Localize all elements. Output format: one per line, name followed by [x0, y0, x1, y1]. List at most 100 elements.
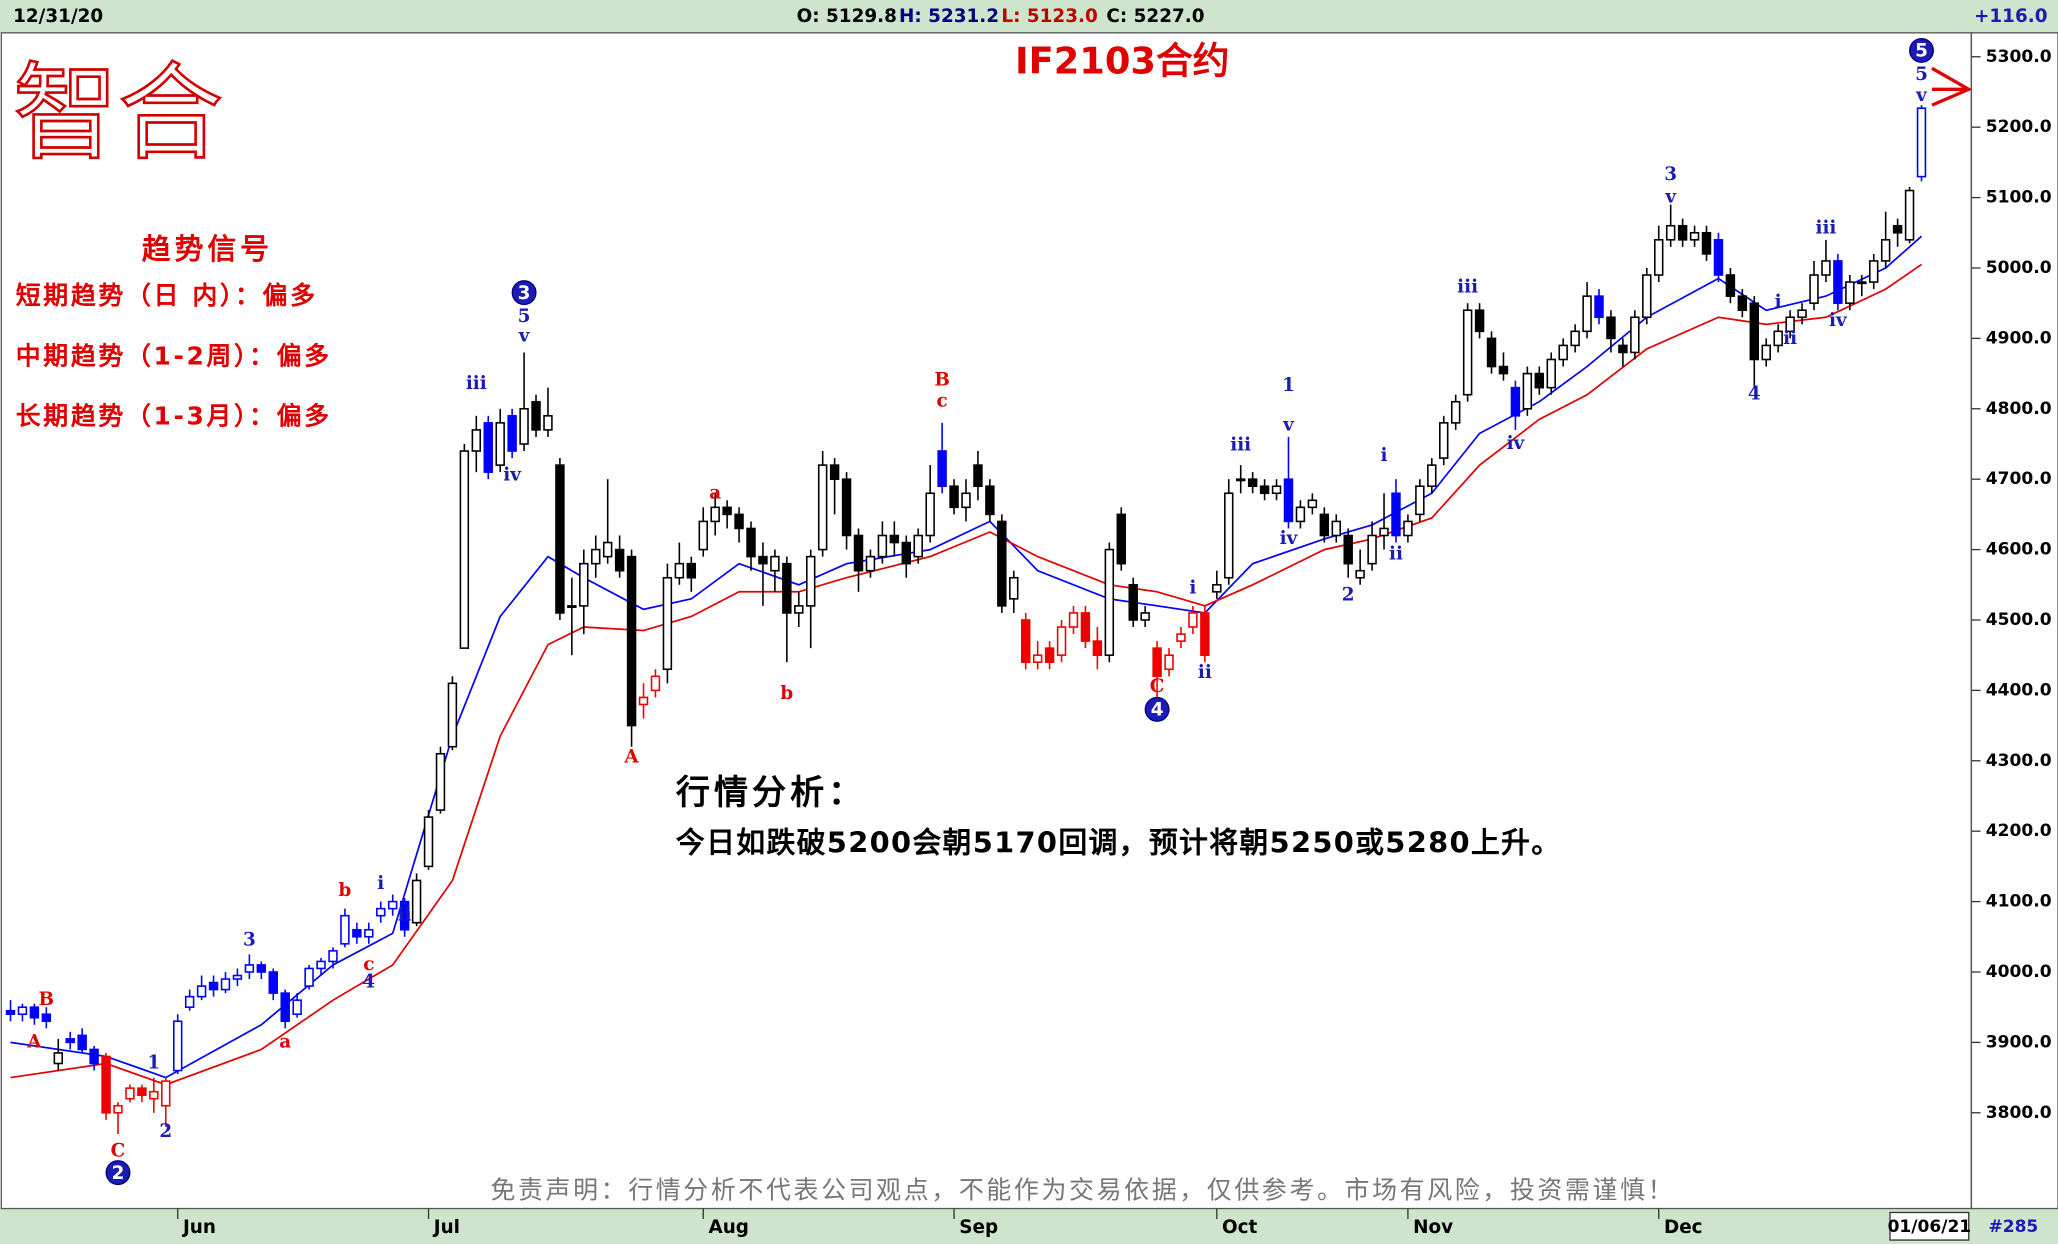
candle — [77, 1028, 87, 1053]
candle-body — [913, 534, 923, 558]
candle-body — [806, 555, 816, 607]
candle-body — [698, 520, 708, 551]
wave-label: 5 — [1915, 64, 1928, 85]
candle-body — [101, 1055, 111, 1114]
candle-body — [1773, 330, 1783, 347]
wave-label: iv — [1507, 433, 1526, 454]
candle — [1534, 366, 1545, 395]
wave-label: 2 — [159, 1121, 172, 1142]
candle-body — [1152, 647, 1162, 678]
header-date: 12/31/20 — [13, 6, 103, 27]
candle — [1379, 493, 1389, 550]
candle — [113, 1102, 123, 1134]
end-date: 01/06/21 — [1888, 1217, 1972, 1237]
candle-body — [937, 450, 947, 488]
candle-body — [447, 682, 458, 748]
candle — [1104, 542, 1115, 663]
candle — [1271, 479, 1282, 501]
candle-body — [1845, 281, 1855, 304]
x-tick-label: Jun — [181, 1217, 216, 1238]
candle-body — [1880, 239, 1891, 262]
candle-body — [829, 464, 840, 480]
candle — [5, 1000, 16, 1022]
candle — [149, 1077, 159, 1113]
candle-body — [1140, 612, 1150, 621]
candle-body — [973, 464, 983, 488]
candle-body — [125, 1087, 135, 1100]
candle — [41, 1007, 52, 1029]
candle-body — [328, 950, 338, 963]
wave-label: c — [363, 954, 374, 975]
candle-body — [519, 407, 529, 445]
candle — [841, 472, 852, 550]
candle-body — [5, 1009, 16, 1016]
candle-body — [889, 534, 900, 544]
candle-body — [985, 485, 995, 516]
candle — [17, 1003, 28, 1022]
candle — [376, 901, 386, 923]
candle-body — [364, 928, 374, 938]
wave-label: A — [623, 746, 639, 767]
candle — [483, 415, 493, 480]
candle — [1152, 641, 1162, 698]
y-tick-label: 4800.0 — [1986, 399, 2052, 419]
candle-body — [1391, 492, 1401, 537]
candle-body — [1737, 295, 1748, 312]
candle-body — [579, 562, 589, 607]
candle — [1737, 289, 1748, 318]
plot — [5, 105, 1927, 1134]
disclaimer: 免责声明：行情分析不代表公司观点，不能作为交易依据，仅供参考。市场有风险，投资需… — [490, 1175, 1675, 1204]
candle-body — [65, 1038, 75, 1044]
candle-body — [268, 971, 278, 994]
candle — [925, 465, 935, 543]
candle — [1164, 648, 1174, 677]
candle — [614, 535, 625, 578]
candle — [794, 591, 804, 628]
candle — [1892, 218, 1903, 247]
wave-label: A — [26, 1031, 42, 1052]
candle — [1212, 570, 1222, 599]
candle — [722, 500, 732, 529]
wave-label: v — [1282, 415, 1295, 436]
candle-body — [1235, 478, 1246, 482]
candle — [1415, 479, 1425, 522]
candle-body — [1450, 400, 1461, 424]
top-bar — [0, 0, 2058, 33]
candle — [543, 387, 553, 437]
candle-body — [1259, 485, 1270, 495]
candle — [435, 746, 446, 814]
candle-body — [1176, 633, 1186, 642]
candle — [961, 479, 971, 522]
candle — [626, 549, 637, 747]
candle-body — [1164, 654, 1174, 671]
candle — [1224, 479, 1234, 585]
candle-body — [1462, 309, 1473, 396]
candle — [292, 993, 302, 1018]
candle-body — [149, 1090, 159, 1100]
candle — [471, 415, 482, 473]
wave-label: 4 — [1748, 384, 1761, 405]
candle — [1522, 366, 1533, 416]
wave-marker — [511, 280, 537, 306]
wave-label: ii — [1389, 544, 1403, 565]
candle-body — [1116, 513, 1126, 565]
signal-line: 短期趋势（日 内）：偏多 — [16, 281, 318, 310]
y-tick-label: 5300.0 — [1986, 47, 2052, 67]
candle-body — [1498, 365, 1509, 375]
candle — [1009, 570, 1019, 613]
candle-body — [1068, 612, 1079, 628]
header-close: C: 5227.0 — [1106, 6, 1204, 27]
y-tick-label: 5200.0 — [1986, 117, 2052, 137]
candle-body — [244, 964, 255, 973]
candle — [1558, 338, 1568, 367]
candle-body — [555, 464, 565, 614]
candle-body — [722, 506, 732, 516]
candle-body — [1283, 478, 1294, 523]
wave-label: B — [39, 989, 55, 1010]
candle — [1689, 225, 1700, 247]
wave-label: v — [1664, 187, 1677, 208]
candle-body — [1224, 492, 1234, 579]
candle — [1845, 275, 1855, 311]
